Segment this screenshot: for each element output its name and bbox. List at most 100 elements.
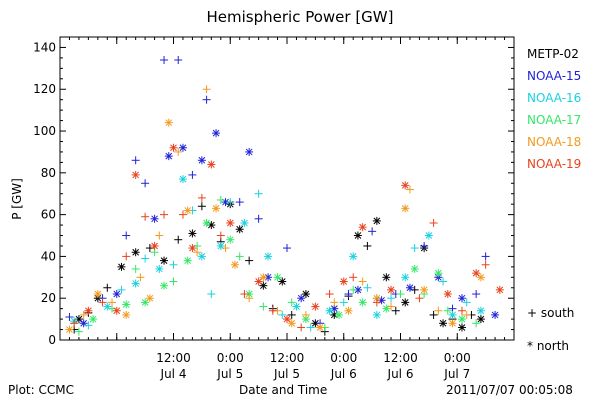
x-tick-label: Jul 5	[273, 367, 300, 381]
legend-entry-metp02: METP-02	[527, 47, 579, 61]
data-point-noaa18	[387, 302, 396, 311]
data-point-noaa17	[89, 315, 98, 324]
data-point-noaa17	[287, 298, 296, 307]
data-point-metp02	[160, 256, 169, 265]
data-point-noaa17	[472, 319, 481, 328]
data-point-noaa19	[122, 252, 131, 261]
x-tick-label: 12:00	[270, 351, 305, 365]
data-point-noaa18	[122, 310, 131, 319]
data-point-noaa18	[93, 290, 102, 299]
data-point-noaa15	[197, 156, 206, 165]
data-point-noaa15	[178, 143, 187, 152]
data-point-noaa19	[339, 277, 348, 286]
data-point-noaa15	[112, 290, 121, 299]
data-point-noaa17	[216, 195, 225, 204]
x-tick-label: 0:00	[330, 351, 357, 365]
data-point-metp02	[287, 310, 296, 319]
x-tick-label: Jul 6	[387, 367, 414, 381]
data-point-noaa19	[207, 160, 216, 169]
data-point-noaa15	[122, 231, 131, 240]
data-point-noaa18	[344, 306, 353, 315]
data-point-noaa17	[335, 310, 344, 319]
data-point-noaa19	[325, 290, 334, 299]
data-point-noaa19	[372, 298, 381, 307]
data-point-noaa19	[268, 306, 277, 315]
data-point-noaa15	[150, 214, 159, 223]
data-point-noaa17	[226, 235, 235, 244]
data-point-noaa18	[358, 277, 367, 286]
data-point-noaa18	[420, 285, 429, 294]
data-point-noaa18	[155, 231, 164, 240]
data-point-noaa18	[164, 118, 173, 127]
data-point-metp02	[429, 310, 438, 319]
data-point-noaa15	[457, 294, 466, 303]
data-point-noaa15	[283, 244, 291, 253]
data-point-noaa16	[103, 302, 112, 311]
data-point-noaa15	[79, 319, 88, 328]
data-point-noaa15	[491, 310, 500, 319]
data-point-noaa18	[448, 319, 457, 328]
data-point-noaa19	[112, 306, 121, 315]
data-point-noaa16	[349, 252, 358, 261]
data-point-noaa18	[65, 325, 74, 334]
data-point-noaa17	[382, 304, 391, 313]
data-point-metp02	[103, 283, 112, 292]
chart-title: Hemispheric Power [GW]	[206, 8, 394, 26]
data-point-metp02	[457, 323, 466, 332]
data-point-noaa16	[410, 244, 419, 253]
data-point-noaa16	[131, 279, 140, 288]
data-point-noaa17	[273, 273, 282, 282]
series-legend: METP-02 NOAA-15 NOAA-16 NOAA-17 NOAA-18 …	[527, 43, 581, 175]
data-point-noaa17	[443, 306, 452, 315]
data-point-noaa19	[141, 212, 150, 221]
data-point-noaa17	[202, 218, 211, 227]
data-point-noaa18	[462, 310, 471, 319]
data-point-noaa17	[358, 298, 367, 307]
data-point-noaa19	[283, 315, 291, 324]
data-point-noaa17	[169, 277, 178, 286]
data-point-noaa17	[457, 315, 466, 324]
data-point-noaa19	[216, 231, 225, 240]
data-point-noaa19	[311, 302, 320, 311]
data-point-noaa19	[226, 218, 235, 227]
data-point-noaa18	[174, 147, 183, 156]
symbol-legend-south: + south	[527, 297, 574, 330]
data-point-noaa18	[330, 298, 339, 307]
data-point-noaa18	[212, 204, 221, 213]
y-tick-label: 20	[41, 291, 56, 305]
y-tick-label: 60	[41, 208, 56, 222]
data-point-noaa15	[420, 241, 429, 250]
data-point-metp02	[301, 290, 310, 299]
data-point-noaa16	[117, 285, 126, 294]
data-point-metp02	[353, 231, 362, 240]
data-point-noaa19	[481, 260, 490, 269]
data-point-noaa15	[65, 313, 74, 322]
data-point-noaa19	[160, 210, 169, 219]
data-point-noaa16	[278, 310, 287, 319]
data-point-noaa17	[131, 264, 140, 273]
x-axis-label: Date and Time	[239, 383, 328, 397]
data-point-noaa15	[235, 198, 244, 207]
data-point-noaa19	[169, 143, 178, 152]
south-label: south	[540, 306, 575, 320]
data-point-noaa15	[174, 55, 183, 64]
data-point-noaa16	[306, 323, 315, 332]
data-point-metp02	[439, 319, 448, 328]
data-point-metp02	[363, 241, 372, 250]
data-point-noaa18	[202, 85, 211, 94]
legend-entry-noaa17: NOAA-17	[527, 113, 582, 127]
y-tick-label: 120	[33, 82, 56, 96]
data-point-noaa15	[141, 179, 150, 188]
data-point-noaa18	[401, 204, 410, 213]
x-tick-label: Jul 5	[216, 367, 243, 381]
data-point-noaa15	[212, 129, 221, 138]
data-point-noaa16	[448, 310, 457, 319]
data-point-noaa19	[178, 210, 187, 219]
y-tick-label: 100	[33, 124, 56, 138]
data-point-noaa15	[160, 55, 169, 64]
data-point-noaa16	[363, 283, 372, 292]
data-point-noaa18	[434, 306, 443, 315]
data-point-noaa15	[254, 214, 263, 223]
data-point-noaa19	[197, 193, 206, 202]
data-point-noaa15	[297, 294, 306, 303]
